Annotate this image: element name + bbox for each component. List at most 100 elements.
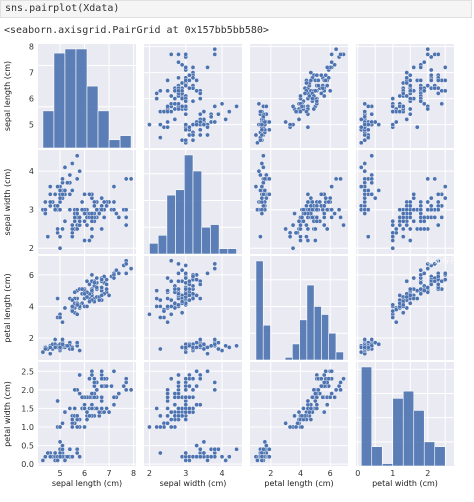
scatter-point xyxy=(74,207,80,213)
scatter-point xyxy=(176,413,181,419)
scatter-point xyxy=(147,312,152,317)
scatter-point xyxy=(194,368,199,374)
scatter-point xyxy=(407,286,413,292)
scatter-point xyxy=(197,91,203,96)
scatter-point xyxy=(187,278,192,284)
scatter-point xyxy=(201,109,207,114)
scatter-point xyxy=(190,387,196,393)
histogram-bar xyxy=(402,390,415,467)
scatter-point xyxy=(305,124,311,130)
scatter-point xyxy=(176,302,181,308)
scatter-point xyxy=(205,458,210,463)
scatter-point xyxy=(70,222,75,228)
scatter-point xyxy=(400,302,406,308)
scatter-point xyxy=(70,188,75,193)
scatter-point xyxy=(362,203,368,209)
scatter-point xyxy=(55,398,60,404)
scatter-point xyxy=(439,88,445,94)
scatter-point xyxy=(154,96,160,101)
scatter-point xyxy=(421,59,427,65)
scatter-point xyxy=(55,230,60,236)
y-tick-label: 2.5 xyxy=(21,367,34,376)
scatter-point xyxy=(89,218,95,224)
scatter-point xyxy=(418,211,424,216)
scatter-point xyxy=(308,195,314,201)
scatter-point xyxy=(94,387,100,393)
scatter-point xyxy=(194,345,199,350)
scatter-point xyxy=(267,176,272,182)
scatter-point xyxy=(390,245,396,251)
scatter-point xyxy=(176,278,181,284)
scatter-point xyxy=(183,137,189,143)
scatter-point xyxy=(302,91,308,96)
scatter-point xyxy=(92,203,97,209)
scatter-point xyxy=(55,226,60,232)
scatter-point xyxy=(114,267,119,273)
scatter-point xyxy=(165,119,170,125)
scatter-point xyxy=(321,211,327,216)
scatter-point xyxy=(190,137,196,143)
scatter-point xyxy=(96,211,102,216)
scatter-point xyxy=(313,238,318,243)
x-tick-label: 8 xyxy=(131,469,136,478)
scatter-point xyxy=(176,106,181,112)
scatter-point xyxy=(411,195,417,201)
scatter-point xyxy=(305,199,311,205)
scatter-point xyxy=(147,122,152,127)
scatter-point xyxy=(421,101,427,107)
scatter-point xyxy=(411,207,417,213)
histogram-bar xyxy=(335,351,344,361)
scatter-point xyxy=(369,337,375,342)
scatter-point xyxy=(435,78,441,83)
scatter-point xyxy=(404,278,410,284)
scatter-point xyxy=(418,65,424,70)
histogram-bar xyxy=(86,85,99,149)
scatter-point xyxy=(226,109,232,114)
scatter-point xyxy=(439,101,445,107)
scatter-point xyxy=(84,417,90,422)
scatter-point xyxy=(358,140,364,146)
scatter-point xyxy=(393,226,399,232)
scatter-point xyxy=(158,135,163,140)
histogram-bar xyxy=(321,314,329,361)
scatter-point xyxy=(176,271,181,276)
scatter-point xyxy=(404,93,410,99)
scatter-point xyxy=(154,288,160,293)
scatter-point xyxy=(45,234,51,239)
scatter-point xyxy=(307,409,312,415)
scatter-point xyxy=(165,420,170,426)
scatter-point xyxy=(168,409,174,415)
scatter-point xyxy=(176,406,181,411)
scatter-point xyxy=(190,98,196,104)
scatter-point xyxy=(338,176,343,182)
scatter-point xyxy=(183,345,189,350)
scatter-point xyxy=(418,207,424,213)
scatter-point xyxy=(161,308,167,314)
scatter-point xyxy=(89,391,95,396)
scatter-point xyxy=(234,343,239,349)
scatter-point xyxy=(407,238,413,243)
scatter-point xyxy=(62,165,68,170)
scatter-point xyxy=(216,111,221,117)
code-cell[interactable]: sns.pairplot(Xdata) xyxy=(0,0,472,18)
scatter-point xyxy=(57,234,63,239)
scatter-point xyxy=(267,446,272,452)
scatter-point xyxy=(77,168,82,174)
scatter-point xyxy=(84,278,90,284)
scatter-point xyxy=(226,454,232,460)
scatter-point xyxy=(183,417,189,422)
scatter-point xyxy=(442,65,448,70)
scatter-point xyxy=(314,72,320,78)
scatter-point xyxy=(316,78,321,83)
scatter-point xyxy=(369,176,375,182)
scatter-point xyxy=(128,266,134,271)
scatter-point xyxy=(310,96,315,101)
scatter-point xyxy=(158,297,163,303)
scatter-point xyxy=(165,124,170,130)
histogram-bar xyxy=(64,48,77,149)
scatter-point xyxy=(201,450,207,456)
scatter-point xyxy=(327,195,333,201)
scatter-point xyxy=(40,349,46,355)
scatter-point xyxy=(421,271,427,276)
scatter-point xyxy=(259,161,265,166)
